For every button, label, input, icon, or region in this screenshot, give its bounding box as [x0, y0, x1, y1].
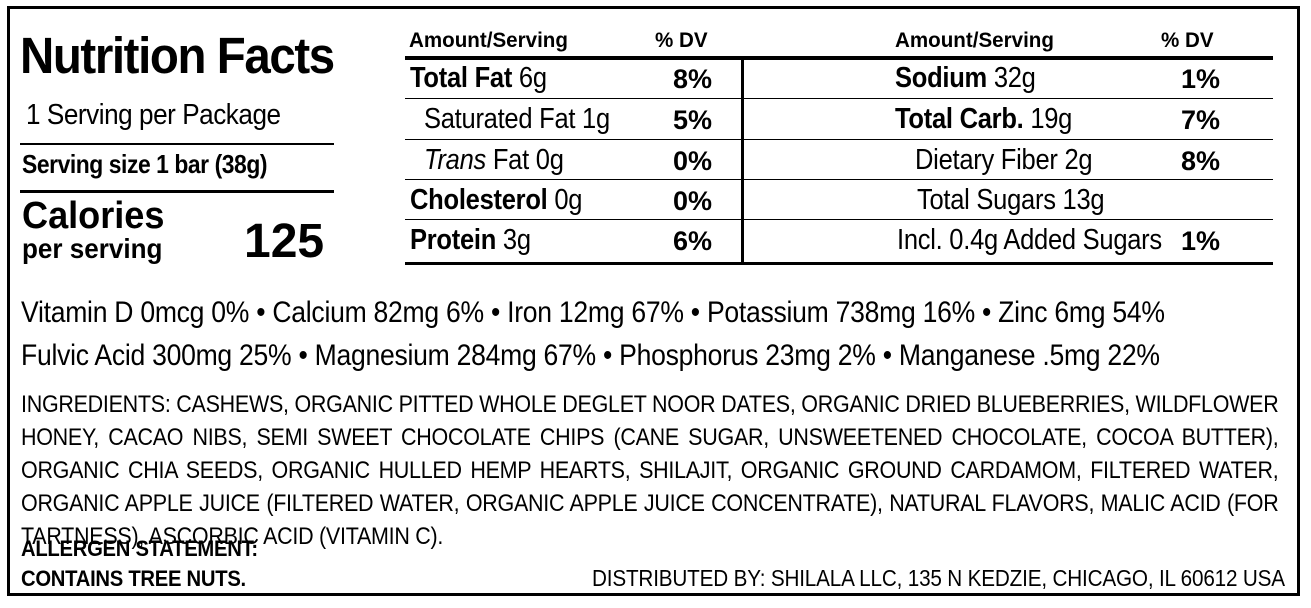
dv-dietary-fiber: 8%: [1181, 146, 1221, 176]
right-row-divider: [744, 219, 1273, 220]
left-row-divider: [405, 139, 741, 140]
left-row-divider: [405, 179, 741, 180]
table-bottom-rule: [405, 262, 1273, 265]
vitamins-line-1: Vitamin D 0mcg 0% • Calcium 82mg 6% • Ir…: [21, 296, 1165, 329]
allergen-heading: ALLERGEN STATEMENT:: [21, 536, 258, 561]
servings-per-package: 1 Serving per Package: [26, 99, 281, 131]
serving-size: Serving size 1 bar (38g): [22, 149, 268, 179]
serving-divider-bottom: [20, 190, 334, 193]
calories-label: Calories: [22, 195, 165, 237]
dv-total-fat: 8%: [673, 64, 713, 94]
nutrient-row-sodium: Sodium 32g: [895, 62, 1036, 94]
nutrient-row-total-sugars: Total Sugars 13g: [917, 184, 1105, 216]
nutrient-row-saturated-fat: Saturated Fat 1g: [424, 103, 610, 135]
dv-cholesterol: 0%: [673, 186, 713, 216]
table-header-rule: [405, 56, 1273, 60]
dv-total-carb: 7%: [1181, 105, 1221, 135]
serving-divider-top: [20, 143, 334, 145]
nutrient-row-dietary-fiber: Dietary Fiber 2g: [915, 144, 1093, 176]
dv-added-sugars: 1%: [1181, 226, 1221, 256]
right-row-divider: [744, 139, 1273, 140]
nutrient-row-trans-fat: Trans Fat 0g: [424, 144, 564, 176]
right-row-divider: [744, 98, 1273, 99]
nutrient-row-total-carb: Total Carb. 19g: [895, 103, 1073, 135]
calories-value: 125: [244, 215, 325, 268]
right-amount-header: Amount/Serving: [895, 29, 1054, 52]
dv-protein: 6%: [673, 226, 713, 256]
table-vertical-divider: [741, 56, 744, 263]
left-dv-header: % DV: [655, 29, 708, 52]
dv-trans-fat: 0%: [673, 146, 713, 176]
right-row-divider: [744, 179, 1273, 180]
nutrient-row-cholesterol: Cholesterol 0g: [410, 184, 583, 216]
left-amount-header: Amount/Serving: [409, 29, 568, 52]
dv-saturated-fat: 5%: [673, 105, 713, 135]
vitamins-line-2: Fulvic Acid 300mg 25% • Magnesium 284mg …: [21, 339, 1160, 372]
dv-sodium: 1%: [1181, 64, 1221, 94]
nutrition-facts-title: Nutrition Facts: [20, 27, 335, 84]
distributed-by: DISTRIBUTED BY: SHILALA LLC, 135 N KEDZI…: [592, 565, 1285, 591]
nutrient-row-protein: Protein 3g: [410, 224, 531, 256]
left-row-divider: [405, 219, 741, 220]
nutrient-row-added-sugars: Incl. 0.4g Added Sugars: [897, 224, 1162, 256]
nutrition-label-panel: [7, 6, 1300, 596]
right-dv-header: % DV: [1161, 29, 1214, 52]
calories-sub-label: per serving: [22, 233, 163, 264]
left-row-divider: [405, 98, 741, 99]
ingredients-list: INGREDIENTS: CASHEWS, ORGANIC PITTED WHO…: [21, 391, 1279, 550]
allergen-text: CONTAINS TREE NUTS.: [21, 566, 246, 591]
nutrient-row-total-fat: Total Fat 6g: [410, 62, 547, 94]
